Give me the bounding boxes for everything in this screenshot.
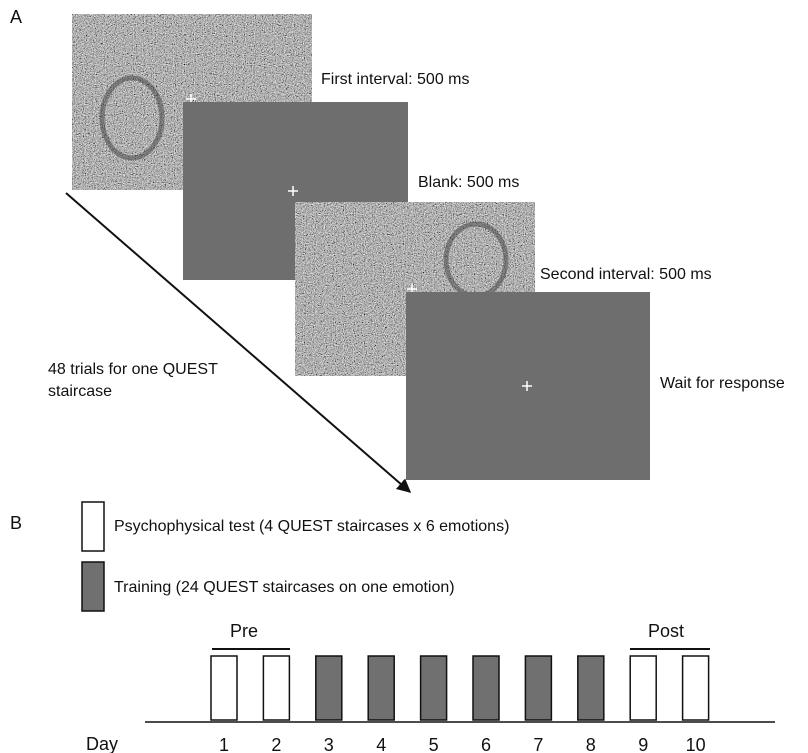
panel-label: A (10, 6, 22, 28)
session-box (578, 656, 604, 720)
legend-swatch-test (82, 502, 104, 551)
pre-label: Pre (230, 620, 258, 642)
session-box (473, 656, 499, 720)
interval-label: Second interval: 500 ms (540, 264, 712, 286)
session-box (421, 656, 447, 720)
interval-label: First interval: 500 ms (321, 69, 469, 91)
interval-label: Blank: 500 ms (418, 172, 519, 194)
session-box (263, 656, 289, 720)
legend-swatch-training (82, 562, 104, 611)
trials-note: 48 trials for one QUEST staircase (48, 359, 238, 403)
day-number: 7 (533, 735, 543, 753)
day-number: 4 (376, 735, 386, 753)
session-box (316, 656, 342, 720)
day-number: 9 (638, 735, 648, 753)
response-frame (406, 292, 650, 480)
day-number: 1 (219, 735, 229, 753)
session-box (211, 656, 237, 720)
session-box (683, 656, 709, 720)
post-label: Post (648, 620, 684, 642)
day-axis-label: Day (86, 733, 118, 753)
session-box (630, 656, 656, 720)
panel-label: B (10, 512, 22, 534)
legend-label: Psychophysical test (4 QUEST staircases … (114, 516, 509, 538)
day-number: 5 (429, 735, 439, 753)
legend-label: Training (24 QUEST staircases on one emo… (114, 577, 455, 599)
interval-label: Wait for response (660, 373, 785, 395)
figure: 1 2 3 4 5 6 7 8 9 10 A First interval: 500 ms Bla… (0, 0, 808, 753)
day-number: 10 (686, 735, 706, 753)
day-number: 3 (324, 735, 334, 753)
session-box (525, 656, 551, 720)
day-number: 6 (481, 735, 491, 753)
session-box (368, 656, 394, 720)
day-number: 2 (271, 735, 281, 753)
day-number: 8 (586, 735, 596, 753)
